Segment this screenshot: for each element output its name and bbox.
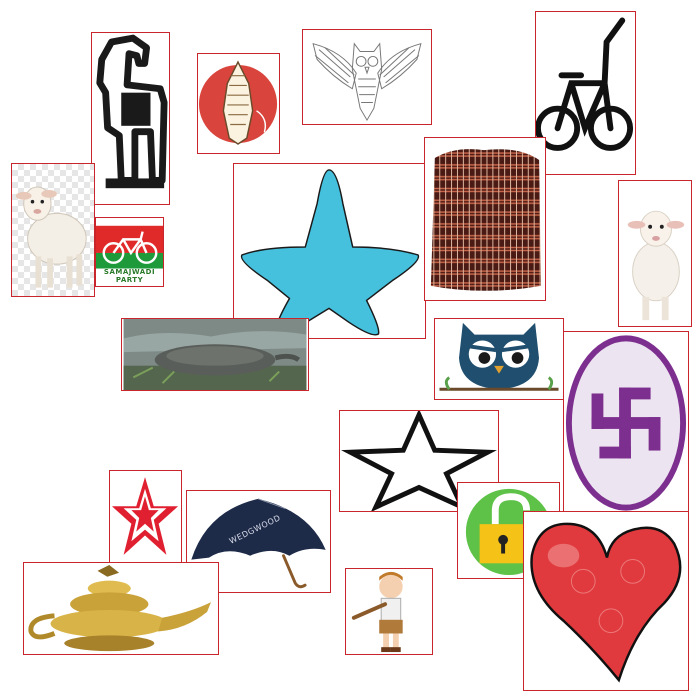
- tile-heart: [523, 511, 689, 691]
- heart-icon: [530, 522, 682, 683]
- tile-lamb-right: [618, 180, 692, 327]
- owl-cartoon-icon: [439, 322, 559, 391]
- lamb-icon: [627, 210, 685, 321]
- red-star-icon: [111, 477, 179, 555]
- tile-owl-cartoon: [434, 318, 564, 400]
- swastika-icon: [565, 335, 687, 511]
- umbrella-icon: [191, 498, 326, 589]
- lamb-icon: [15, 186, 87, 288]
- tile-lamb-left: [11, 163, 95, 297]
- tile-blue-star: [233, 163, 426, 339]
- woven-basket-icon: [430, 149, 542, 291]
- softshell-turtle-icon: [123, 319, 307, 390]
- tile-swastika: [563, 331, 689, 515]
- tile-conch: [197, 53, 280, 154]
- tile-horse: [91, 32, 170, 205]
- boy-with-horn-icon: [351, 571, 403, 653]
- tile-umbrella: WEDGWOOD: [186, 490, 331, 593]
- tile-turtle: [121, 318, 309, 391]
- horse-icon: [96, 34, 168, 189]
- tile-boy: [345, 568, 433, 655]
- tile-bicycle: [535, 11, 636, 175]
- tile-party-logo: SAMAJWADI PARTY: [95, 217, 164, 287]
- conch-shell-icon: [198, 60, 278, 145]
- star-outline-icon: [341, 411, 497, 511]
- tile-lamp: [23, 562, 219, 655]
- genie-lamp-icon: [28, 564, 212, 652]
- party-caption: SAMAJWADI PARTY: [103, 268, 156, 284]
- bicycle-icon: [536, 17, 634, 151]
- tile-basket: [424, 137, 546, 301]
- bicycle-party-logo-icon: [96, 225, 163, 269]
- tile-red-star: [109, 470, 182, 563]
- star-icon: [240, 169, 420, 336]
- owl-outline-icon: [312, 42, 422, 122]
- tile-owl-outline: [302, 29, 432, 125]
